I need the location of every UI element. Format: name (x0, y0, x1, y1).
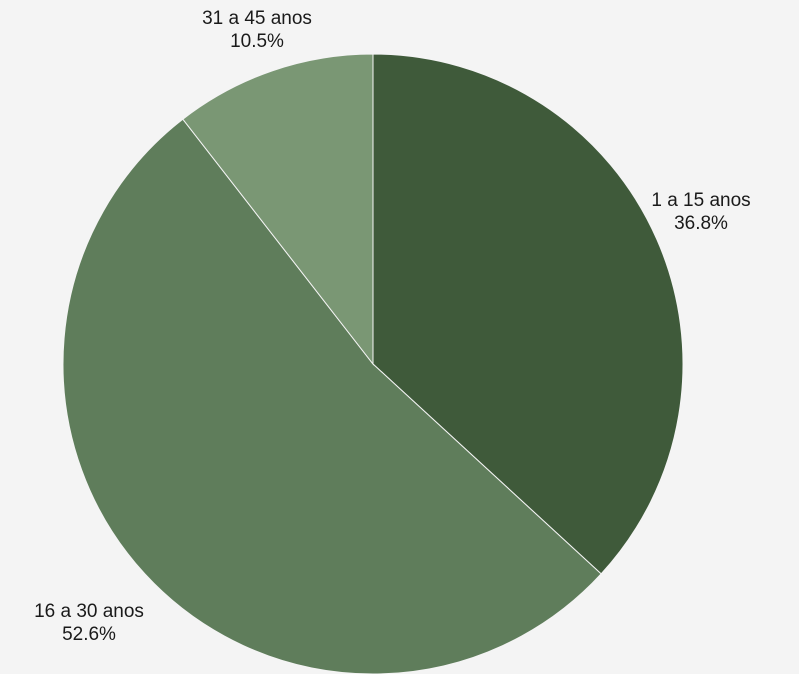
slice-value-label: 52.6% (62, 624, 116, 645)
pie-slice-2 (182, 53, 374, 366)
slice-label-2: 31 a 45 anos 10.5% (202, 8, 312, 52)
slice-value-label: 10.5% (230, 31, 284, 52)
pie-labels: 1 a 15 anos 36.8% 16 a 30 anos 52.6% 31 a 45… (34, 8, 751, 645)
pie-slices (62, 53, 684, 674)
pie-slice-1 (62, 118, 602, 674)
slice-category-label: 31 a 45 anos (202, 8, 312, 29)
slice-category-label: 16 a 30 anos (34, 601, 144, 622)
slice-value-label: 36.8% (674, 213, 728, 234)
slice-category-label: 1 a 15 anos (651, 190, 750, 211)
pie-slice-0 (372, 53, 684, 575)
slice-label-1: 16 a 30 anos 52.6% (34, 601, 144, 645)
slice-label-0: 1 a 15 anos 36.8% (651, 190, 750, 234)
